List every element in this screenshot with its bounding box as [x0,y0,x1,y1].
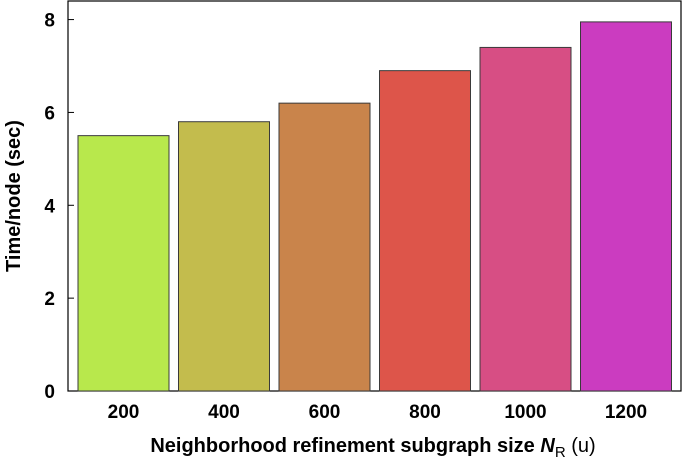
bar-1200 [580,21,672,392]
bar-1000 [479,46,572,392]
x-axis-ticks: 200 400 600 800 1000 1200 [108,402,647,423]
y-tick-label-3: 6 [44,103,55,124]
x-axis-label-subscript: R [555,444,566,461]
y-axis-ticks: 0 2 4 6 8 [44,11,74,403]
y-axis-label: Time/node (sec) [3,120,25,272]
y-tick-label-0: 0 [44,382,55,403]
x-tick-label-200: 200 [108,402,140,423]
x-tick-label-600: 600 [309,402,341,423]
x-axis-label-symbol: N [540,435,555,457]
x-tick-label-1200: 1200 [605,402,647,423]
y-tick-label-2: 4 [44,196,55,217]
bars [77,21,672,392]
x-tick-label-800: 800 [409,402,441,423]
y-tick-label-4: 8 [44,11,55,32]
bar-400 [178,121,270,392]
x-tick-label-1000: 1000 [504,402,546,423]
plot-frame [67,0,682,392]
x-axis-label-suffix: (u) [566,435,596,457]
bar-200 [77,135,170,392]
x-axis-label: Neighborhood refinement subgraph size NR… [150,435,595,461]
bar-800 [379,70,471,392]
y-tick-label-1: 2 [44,289,55,310]
x-tick-label-400: 400 [208,402,240,423]
x-axis-label-main: Neighborhood refinement subgraph size [150,435,540,457]
bar-600 [278,102,371,392]
